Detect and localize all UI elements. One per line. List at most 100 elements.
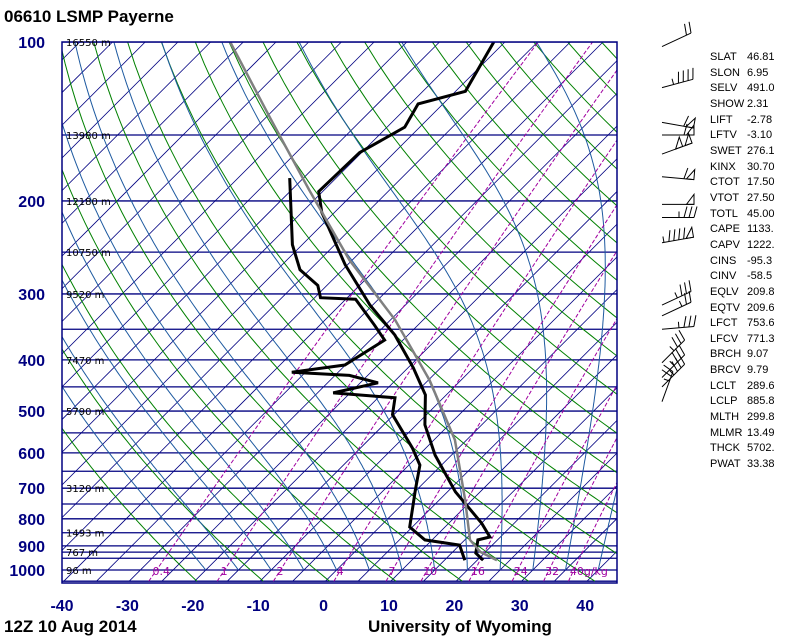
- height-label: 1493 m: [66, 529, 104, 540]
- height-label: 7470 m: [66, 356, 104, 367]
- mixing-ratio-label: 1: [221, 565, 228, 578]
- isotherm-line: [62, 42, 538, 519]
- stat-key: THCK: [710, 442, 740, 455]
- barb-full: [684, 23, 687, 36]
- stat-row-lfct: LFCT 753.6: [710, 316, 775, 332]
- stat-value: 299.8: [747, 411, 775, 424]
- mixing-ratio-label: 10: [423, 565, 437, 578]
- stat-value: 6.95: [747, 66, 769, 79]
- mixing-ratio-line: [216, 42, 594, 582]
- moist-adiabat-line: [74, 42, 370, 571]
- stat-row-brch: BRCH 9.07: [710, 347, 775, 363]
- stat-key: LIFT: [710, 113, 733, 126]
- temperature-tick-label: -20: [181, 598, 204, 615]
- isotherm-line: [62, 42, 81, 61]
- dry-adiabat-line: [62, 48, 463, 582]
- mixing-ratio-label: 24: [514, 565, 528, 578]
- pressure-tick-label: 100: [18, 35, 45, 52]
- stat-row-capv: CAPV 1222.: [710, 238, 775, 254]
- stat-row-show: SHOW 2.31: [710, 97, 775, 113]
- wind-barb-icon: [661, 315, 697, 330]
- isotherm-line: [390, 354, 617, 582]
- barb-half: [662, 236, 665, 243]
- mixing-ratio-line: [468, 317, 617, 582]
- stat-value: -95.3: [747, 254, 773, 267]
- height-label: 96 m: [66, 566, 92, 577]
- stat-key: SELV: [710, 82, 738, 95]
- mixing-ratio-line: [511, 383, 617, 582]
- pressure-tick-label: 500: [18, 404, 45, 421]
- isotherm-line: [62, 42, 506, 486]
- moist-adiabat-line: [536, 42, 606, 571]
- barb-full: [688, 315, 692, 328]
- height-label: 9520 m: [66, 290, 104, 301]
- wind-barb-icon: [662, 206, 698, 219]
- barb-full: [688, 21, 692, 34]
- temperature-tick-label: 30: [511, 598, 529, 615]
- dry-adiabat-line: [160, 42, 617, 555]
- barb-staff: [661, 301, 692, 317]
- temperature-tick-label: -10: [247, 598, 270, 615]
- stat-key: CTOT: [710, 176, 740, 189]
- height-label: 5790 m: [66, 407, 104, 418]
- isotherm-line: [62, 42, 440, 421]
- stat-key: EQTV: [710, 301, 740, 314]
- pressure-tick-label: 200: [18, 194, 45, 211]
- dry-adiabat-line: [62, 263, 330, 582]
- barb-full: [683, 206, 688, 218]
- mixing-ratio-label: 32: [545, 565, 559, 578]
- pressure-tick-label: 1000: [9, 563, 45, 580]
- stat-value: 27.50: [747, 191, 775, 204]
- mixing-ratio-line: [148, 42, 539, 582]
- dry-adiabat-line: [127, 42, 596, 582]
- height-label: 3120 m: [66, 484, 104, 495]
- stat-key: CAPE: [710, 223, 740, 236]
- wind-barb-icon: [661, 115, 697, 129]
- dry-adiabat-line: [296, 42, 617, 395]
- barb-staff: [661, 371, 674, 402]
- barb-full: [661, 369, 672, 377]
- barb-half: [663, 378, 670, 382]
- height-label: 13980 m: [66, 131, 111, 142]
- mixing-ratio-label: 7: [389, 565, 396, 578]
- barb-flag: [685, 225, 695, 240]
- wind-barb-icon: [662, 192, 695, 205]
- stat-row-vtot: VTOT 27.50: [710, 191, 775, 207]
- isotherm-line: [62, 42, 342, 322]
- stat-key: MLMR: [710, 426, 743, 439]
- stat-value: 753.6: [747, 317, 775, 330]
- stat-value: 13.49: [747, 426, 775, 439]
- dry-adiabat-line: [364, 42, 617, 319]
- wind-barb-icon: [661, 290, 692, 317]
- barb-full: [679, 284, 683, 296]
- stat-row-mlth: MLTH 299.8: [710, 410, 775, 426]
- stat-key: SLAT: [710, 51, 737, 63]
- stat-row-thck: THCK 5702.: [710, 441, 775, 457]
- observation-time: 12Z 10 Aug 2014: [4, 617, 137, 636]
- wind-barb-icon: [661, 21, 692, 47]
- isotherm-line: [62, 42, 277, 257]
- barb-full: [673, 229, 676, 241]
- stat-row-slat: SLAT 46.81: [710, 50, 775, 66]
- mixing-ratio-line: [272, 69, 617, 582]
- stat-key: LCLT: [710, 379, 737, 392]
- stat-key: SWET: [710, 144, 742, 157]
- stat-key: LCLP: [710, 395, 738, 408]
- dry-adiabat-line: [397, 42, 617, 281]
- mixing-ratio-line: [333, 139, 617, 582]
- stat-row-totl: TOTL 45.00: [710, 207, 775, 223]
- stat-value: 9.79: [747, 364, 769, 377]
- isotherm-line: [161, 125, 617, 582]
- isotherm-line: [357, 321, 617, 582]
- stat-key: VTOT: [710, 191, 740, 204]
- isotherm-line: [62, 42, 179, 159]
- stat-key: LFCV: [710, 332, 739, 345]
- stat-key: CINV: [710, 270, 737, 283]
- wind-barb-icon: [661, 329, 686, 364]
- stat-value: -3.10: [747, 129, 773, 142]
- stat-key: PWAT: [710, 458, 741, 471]
- barb-full: [683, 167, 689, 179]
- barb-full: [683, 123, 688, 136]
- stat-key: SHOW: [710, 97, 745, 110]
